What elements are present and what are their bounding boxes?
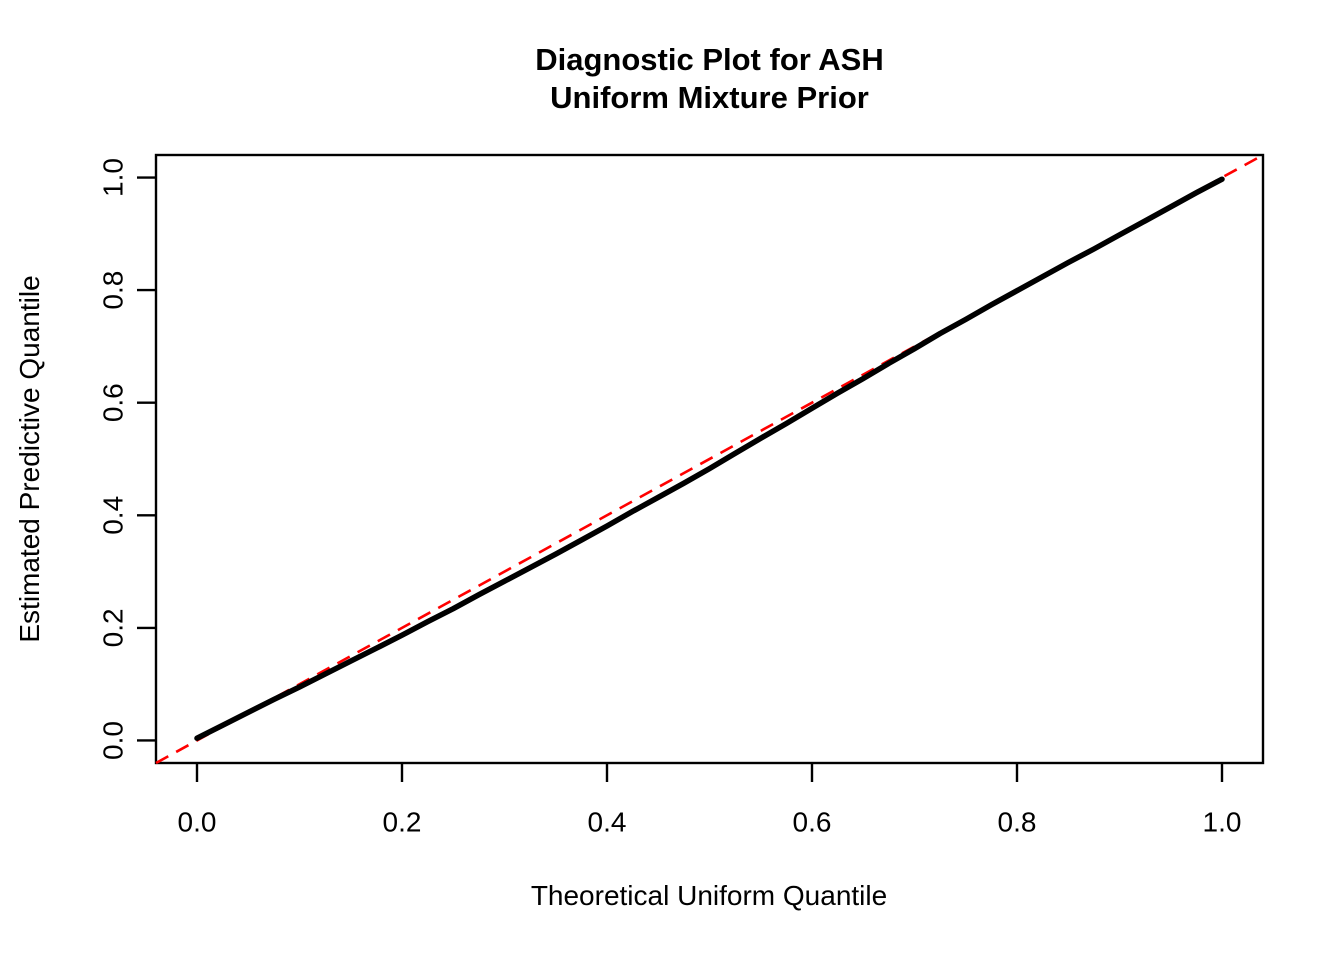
x-axis-tick-label: 0.2 [383, 807, 422, 838]
y-axis-tick-label: 0.4 [98, 496, 129, 535]
y-axis-title: Estimated Predictive Quantile [14, 275, 45, 643]
reference-line [155, 153, 1264, 765]
y-axis-tick-label: 1.0 [98, 158, 129, 197]
x-axis-title: Theoretical Uniform Quantile [530, 880, 888, 911]
y-axis-tick-label: 0.6 [98, 383, 129, 422]
plot-box [154, 153, 1265, 765]
chart-title: Diagnostic Plot for ASH Uniform Mixture … [156, 41, 1263, 117]
x-axis-tick-label: 0.6 [793, 807, 832, 838]
estimated-quantile-curve [194, 176, 1225, 741]
x-axis-tick-label: 0.4 [588, 807, 627, 838]
chart-title-line-1: Diagnostic Plot for ASH [535, 42, 884, 77]
y-axis-tick-label: 0.8 [98, 271, 129, 310]
x-axis-tick-label: 1.0 [1203, 807, 1242, 838]
x-axis-tick-label: 0.0 [178, 807, 217, 838]
y-axis-tick-label: 0.0 [98, 721, 129, 760]
y-axis-tick-label: 0.2 [98, 608, 129, 647]
x-axis-tick-label: 0.8 [998, 807, 1037, 838]
chart-title-line-2: Uniform Mixture Prior [550, 80, 869, 115]
